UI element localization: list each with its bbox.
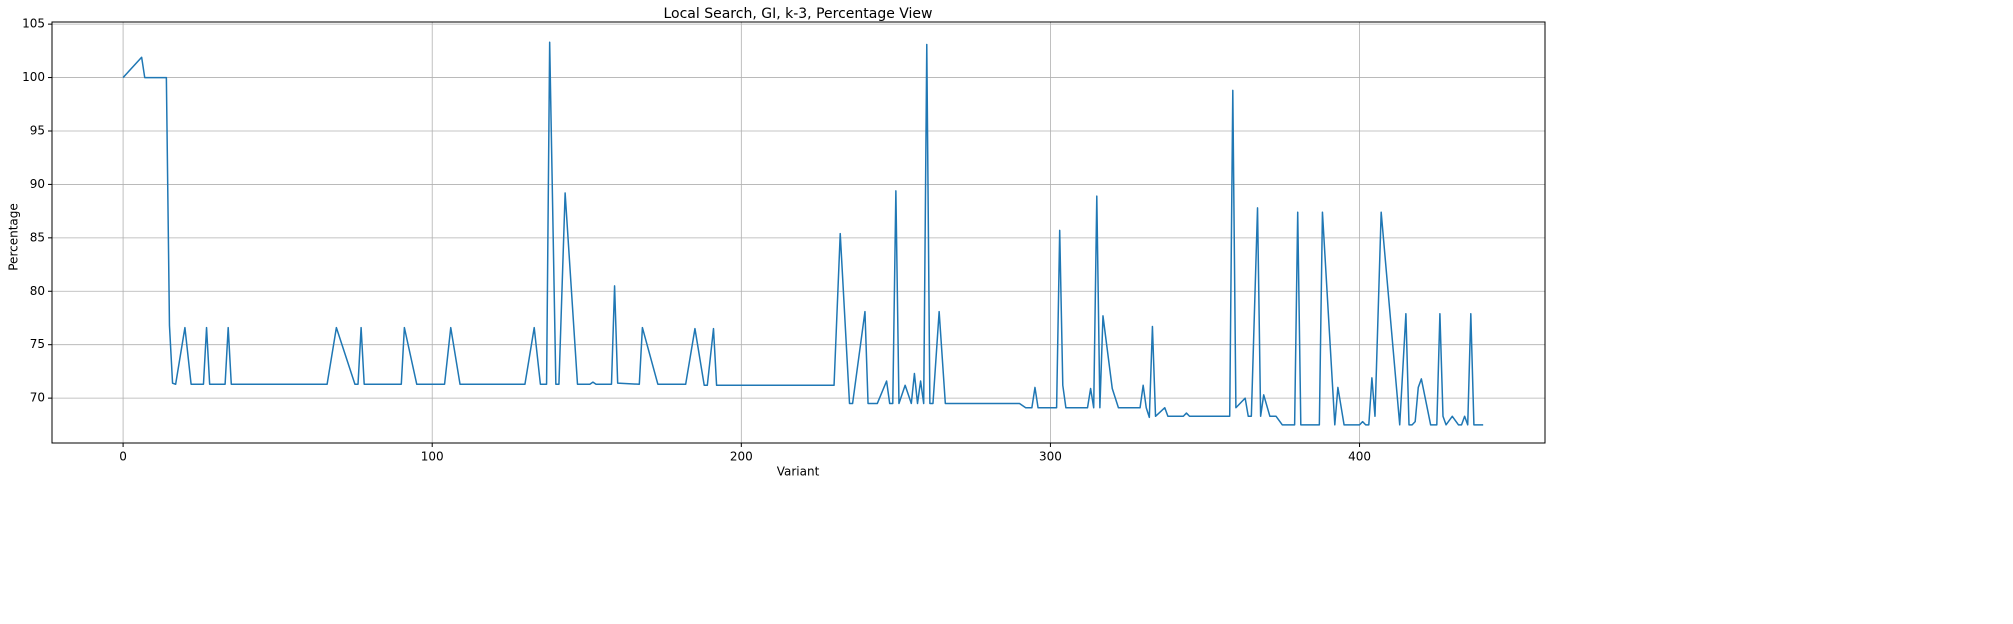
y-tick-label: 105 xyxy=(22,17,45,31)
x-tick-label: 300 xyxy=(1039,450,1062,464)
grid: 0 100 200 300 400 70 75 80 85 90 95 100 105 xyxy=(22,17,1545,464)
y-tick-label: 85 xyxy=(30,230,45,244)
x-tick-label: 200 xyxy=(730,450,753,464)
y-tick-label: 100 xyxy=(22,70,45,84)
chart-title: Local Search, GI, k-3, Percentage View xyxy=(663,6,932,22)
data-line xyxy=(122,41,1484,426)
x-tick-label: 100 xyxy=(421,450,444,464)
plot xyxy=(122,41,1484,426)
x-tick-label: 400 xyxy=(1348,450,1371,464)
y-tick-label: 75 xyxy=(30,337,45,351)
y-tick-label: 80 xyxy=(30,284,45,298)
y-tick-label: 95 xyxy=(30,123,45,137)
axes-frame xyxy=(51,21,1546,444)
y-axis-label: Percentage xyxy=(7,203,21,271)
x-tick-label: 0 xyxy=(119,450,127,464)
y-tick-label: 70 xyxy=(30,391,45,405)
x-axis-label: Variant xyxy=(777,465,820,479)
y-tick-label: 90 xyxy=(30,177,45,191)
